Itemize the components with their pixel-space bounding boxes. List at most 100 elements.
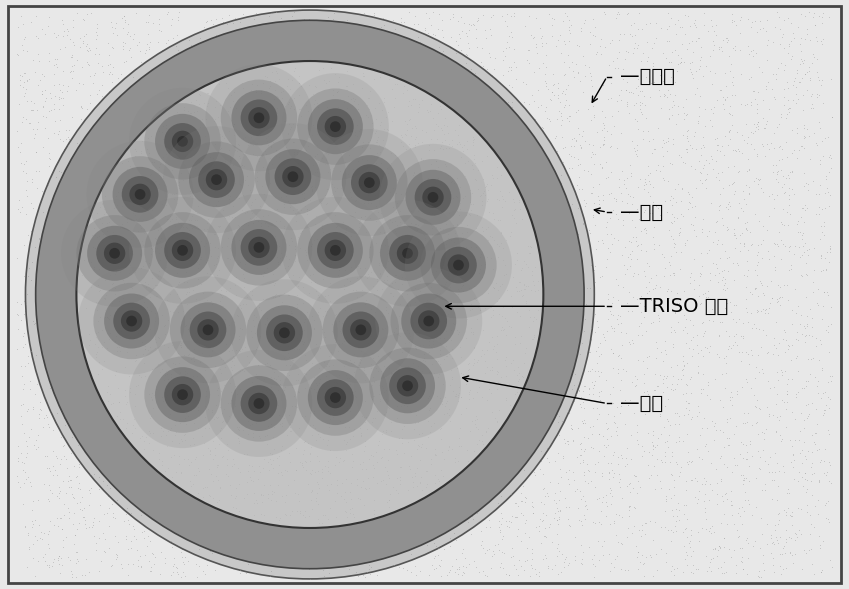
- Point: [768, 262, 782, 272]
- Point: [41, 419, 54, 428]
- Point: [303, 407, 317, 416]
- Point: [745, 290, 759, 299]
- Point: [456, 143, 469, 152]
- Point: [648, 145, 661, 154]
- Point: [712, 201, 726, 211]
- Point: [301, 141, 314, 150]
- Point: [638, 282, 652, 292]
- Point: [736, 565, 750, 574]
- Point: [638, 223, 651, 233]
- Point: [723, 110, 737, 119]
- Point: [145, 394, 159, 403]
- Point: [626, 528, 639, 538]
- Point: [503, 81, 516, 90]
- Point: [155, 456, 169, 466]
- Point: [20, 156, 33, 166]
- Point: [746, 51, 760, 61]
- Point: [536, 122, 549, 131]
- Point: [456, 250, 469, 259]
- Point: [734, 437, 748, 446]
- Point: [673, 467, 687, 477]
- Point: [367, 8, 380, 18]
- Point: [396, 17, 410, 27]
- Point: [42, 134, 55, 143]
- Point: [524, 31, 537, 40]
- Point: [747, 319, 761, 329]
- Point: [200, 18, 213, 27]
- Point: [54, 432, 68, 441]
- Point: [281, 128, 295, 138]
- Point: [824, 153, 838, 163]
- Point: [46, 425, 59, 435]
- Point: [415, 428, 429, 438]
- Point: [804, 519, 818, 528]
- Point: [310, 149, 323, 158]
- Point: [18, 458, 31, 468]
- Point: [284, 422, 297, 432]
- Point: [712, 269, 726, 278]
- Point: [195, 114, 209, 124]
- Point: [346, 504, 359, 513]
- Point: [240, 171, 254, 181]
- Point: [341, 321, 355, 330]
- Point: [554, 178, 567, 187]
- Point: [31, 206, 45, 216]
- Point: [213, 482, 227, 492]
- Point: [174, 169, 188, 178]
- Point: [708, 374, 722, 383]
- Point: [779, 173, 793, 183]
- Point: [393, 299, 407, 308]
- Point: [161, 35, 175, 45]
- Point: [396, 291, 409, 300]
- Point: [635, 98, 649, 108]
- Point: [811, 300, 824, 309]
- Point: [605, 348, 619, 358]
- Point: [559, 69, 572, 78]
- Point: [309, 378, 323, 388]
- Point: [28, 515, 42, 525]
- Point: [181, 454, 194, 463]
- Point: [395, 236, 408, 246]
- Point: [408, 297, 422, 306]
- Point: [344, 188, 357, 197]
- Point: [661, 147, 674, 156]
- Ellipse shape: [254, 242, 264, 253]
- Point: [393, 473, 407, 482]
- Point: [172, 178, 186, 187]
- Point: [591, 358, 604, 368]
- Point: [595, 468, 609, 477]
- Point: [675, 185, 689, 194]
- Point: [705, 521, 718, 531]
- Point: [573, 458, 587, 468]
- Point: [60, 31, 74, 40]
- Point: [329, 496, 342, 505]
- Point: [110, 332, 123, 341]
- Point: [424, 99, 438, 108]
- Point: [313, 303, 327, 313]
- Point: [85, 484, 98, 493]
- Point: [188, 352, 201, 362]
- Point: [816, 35, 829, 44]
- Point: [588, 380, 601, 389]
- Point: [426, 8, 440, 17]
- Point: [578, 61, 592, 70]
- Point: [161, 463, 175, 472]
- Point: [613, 408, 627, 418]
- Point: [466, 19, 480, 28]
- Point: [342, 111, 356, 121]
- Point: [384, 187, 397, 197]
- Point: [712, 330, 726, 340]
- Point: [542, 564, 555, 573]
- Point: [771, 166, 784, 176]
- Point: [458, 554, 472, 563]
- Point: [353, 423, 367, 433]
- Point: [453, 198, 467, 208]
- Point: [279, 511, 293, 520]
- Point: [380, 466, 393, 475]
- Point: [781, 375, 795, 384]
- Point: [704, 528, 717, 538]
- Point: [462, 389, 475, 398]
- Point: [689, 164, 702, 174]
- Point: [645, 43, 659, 52]
- Point: [121, 19, 135, 29]
